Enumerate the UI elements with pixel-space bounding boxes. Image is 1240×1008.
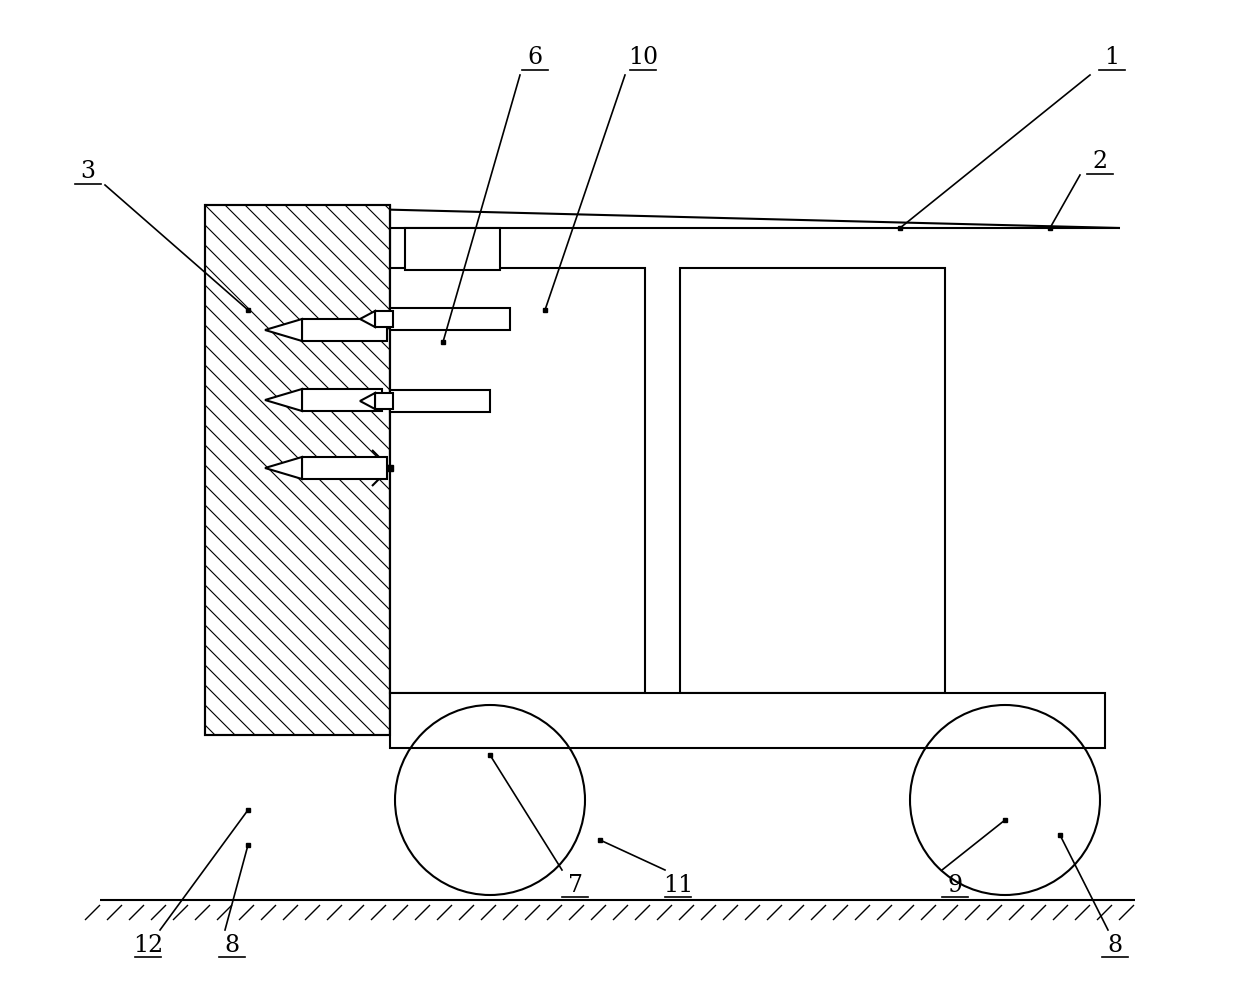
Text: 3: 3: [81, 160, 95, 183]
Bar: [391, 268, 645, 694]
Text: 7: 7: [568, 874, 583, 896]
Text: 9: 9: [947, 874, 962, 896]
Bar: [303, 457, 387, 479]
Bar: [405, 228, 500, 270]
Bar: [205, 205, 391, 735]
Bar: [391, 390, 490, 412]
Polygon shape: [265, 319, 303, 341]
Bar: [205, 205, 391, 735]
Bar: [374, 311, 393, 327]
Bar: [391, 308, 510, 330]
Text: 8: 8: [224, 933, 239, 957]
Text: 11: 11: [663, 874, 693, 896]
Text: 10: 10: [627, 46, 658, 70]
Polygon shape: [265, 457, 303, 479]
Text: 1: 1: [1105, 46, 1120, 70]
Polygon shape: [360, 311, 374, 327]
Text: 6: 6: [527, 46, 543, 70]
Bar: [391, 694, 1105, 748]
Bar: [303, 319, 387, 341]
Text: 12: 12: [133, 933, 164, 957]
Bar: [680, 268, 945, 694]
Text: 2: 2: [1092, 150, 1107, 173]
Text: 8: 8: [1107, 933, 1122, 957]
Polygon shape: [360, 393, 374, 409]
Bar: [374, 393, 393, 409]
Bar: [303, 389, 382, 411]
Polygon shape: [265, 389, 303, 411]
